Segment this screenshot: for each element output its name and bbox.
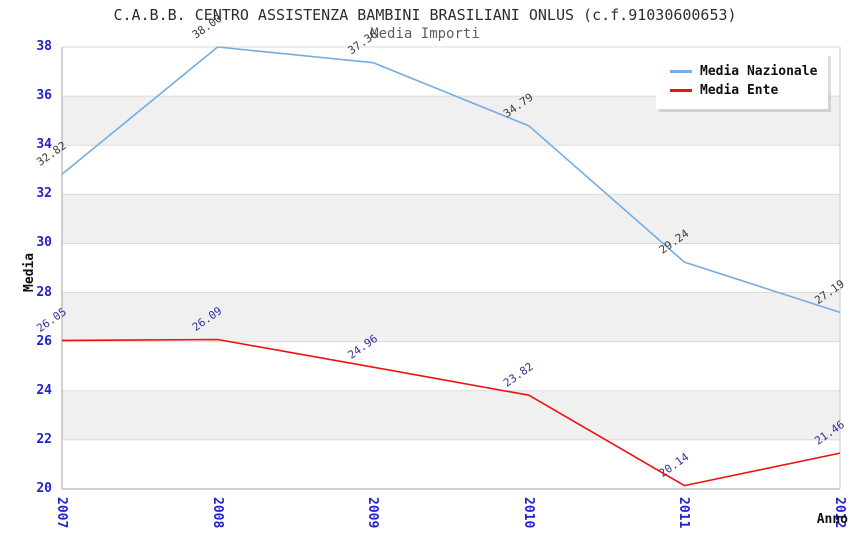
y-tick-label: 26	[36, 333, 52, 349]
plot-band	[62, 145, 840, 195]
plot-band	[62, 439, 840, 489]
y-tick-label: 20	[36, 481, 52, 496]
plot-band	[62, 390, 840, 440]
x-tick-label: 2011	[676, 497, 692, 529]
legend-item-media-ente: Media Ente	[670, 81, 828, 100]
legend-item-media-nazionale: Media Nazionale	[670, 62, 828, 81]
y-tick-label: 36	[36, 88, 52, 104]
x-tick-label: 2009	[365, 497, 381, 529]
x-tick-label: 2010	[520, 497, 536, 529]
y-tick-label: 38	[36, 39, 52, 54]
y-tick-label: 28	[36, 284, 52, 300]
x-axis-title: Anno	[816, 512, 848, 527]
y-tick-label: 22	[36, 431, 52, 447]
series-line-media-ente	[61, 338, 841, 487]
legend-label: Media Ente	[700, 83, 779, 98]
legend-line-red-icon	[670, 89, 692, 92]
chart-subtitle: Media Importi	[370, 26, 480, 42]
series-line-media-nazionale	[61, 46, 841, 314]
plot-band	[62, 341, 840, 391]
point-label-media-nazionale: 38.00	[190, 12, 225, 42]
plot-band	[62, 194, 840, 244]
chart-title: C.A.B.B. CENTRO ASSISTENZA BAMBINI BRASI…	[113, 6, 737, 24]
legend-label: Media Nazionale	[700, 64, 818, 79]
legend-line-blue-icon	[670, 70, 692, 73]
x-tick-label: 2007	[54, 497, 69, 529]
x-tick-label: 2008	[209, 497, 225, 529]
legend: Media Nazionale Media Ente	[656, 53, 828, 109]
y-tick-label: 30	[36, 235, 52, 251]
y-tick-label: 24	[36, 382, 52, 398]
y-axis-title: Media	[22, 252, 37, 292]
y-tick-label: 32	[36, 186, 52, 202]
plot-band	[62, 243, 840, 293]
plot-band	[62, 292, 840, 342]
y-tick-label: 34	[36, 137, 52, 153]
